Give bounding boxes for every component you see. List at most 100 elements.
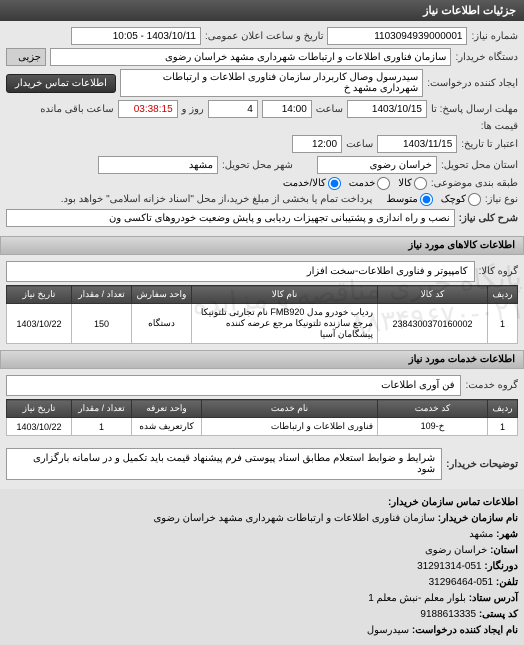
services-cell-date: 1403/10/22	[7, 418, 72, 436]
goods-cell-row: 1	[488, 304, 518, 344]
services-section-header: اطلاعات خدمات مورد نیاز	[0, 350, 524, 369]
contact-button[interactable]: اطلاعات تماس خریدار	[6, 74, 116, 93]
services-col-name: نام خدمت	[202, 400, 378, 418]
announce-date-label: تاریخ و ساعت اعلان عمومی:	[205, 31, 324, 42]
contact-org: سازمان فناوری اطلاعات و ارتباطات شهرداری…	[153, 513, 434, 524]
services-col-code: کد خدمت	[378, 400, 488, 418]
services-table: ردیف کد خدمت نام خدمت واحد تعرفه تعداد /…	[6, 399, 518, 436]
deadline-reply-label: مهلت ارسال پاسخ: تا	[431, 104, 518, 115]
partial-field: جزیی	[6, 48, 46, 66]
contact-phone: 051-31296464	[429, 577, 494, 588]
contact-section: اطلاعات تماس سازمان خریدار: نام سازمان خ…	[0, 489, 524, 645]
contact-section-title: اطلاعات تماس سازمان خریدار:	[6, 495, 518, 511]
size-medium-label: متوسط	[386, 194, 417, 205]
city-label: شهر محل تحویل:	[222, 160, 293, 171]
contact-phone-label: تلفن:	[496, 577, 518, 588]
goods-cell-qty: 150	[72, 304, 132, 344]
size-radio-group: کوچک متوسط	[386, 193, 480, 206]
size-medium-radio[interactable]: متوسط	[386, 193, 432, 206]
time-remain-label: ساعت باقی مانده	[40, 104, 113, 115]
cat-goods-label: کالا	[398, 178, 412, 189]
city-field: مشهد	[98, 156, 218, 174]
contact-postal: 9188613335	[420, 609, 476, 620]
contact-province-label: استان:	[490, 545, 518, 556]
goods-col-date: تاریخ نیاز	[7, 286, 72, 304]
services-cell-name: فناوری اطلاعات و ارتباطات	[202, 418, 378, 436]
cat-service-label: خدمت	[349, 178, 376, 189]
payment-note: پرداخت تمام یا بخشی از مبلغ خرید،از محل …	[61, 194, 373, 205]
category-radio-group: کالا خدمت کالا/خدمت	[283, 177, 427, 190]
time-label-2: ساعت	[346, 139, 373, 150]
request-no-label: شماره نیاز:	[471, 31, 518, 42]
contact-postal-label: کد پستی:	[479, 609, 518, 620]
desc-field: نصب و راه اندازی و پشتیبانی تجهیزات ردیا…	[6, 209, 455, 227]
cat-both-radio[interactable]: کالا/خدمت	[283, 177, 341, 190]
services-cell-code: خ-109	[378, 418, 488, 436]
time-label-1: ساعت	[316, 104, 343, 115]
province-label: استان محل تحویل:	[441, 160, 518, 171]
contact-creator-label: نام ایجاد کننده درخواست:	[412, 625, 518, 636]
goods-cell-name: ردیاب خودرو مدل FMB920 نام تجارتی تلتونی…	[192, 304, 378, 344]
contact-city: مشهد	[469, 529, 493, 540]
services-col-row: ردیف	[488, 400, 518, 418]
goods-cell-code: 2384300370160002	[378, 304, 488, 344]
category-label: طبقه بندی موضوعی:	[431, 178, 518, 189]
services-col-date: تاریخ نیاز	[7, 400, 72, 418]
price-validity-label: قیمت ها:	[481, 121, 518, 132]
contact-province: خراسان رضوی	[425, 545, 487, 556]
contact-fax: 051-31291314	[417, 561, 482, 572]
cat-service-radio[interactable]: خدمت	[349, 177, 391, 190]
desc-label: شرح کلی نیاز:	[459, 213, 518, 224]
goods-col-name: نام کالا	[192, 286, 378, 304]
credit-date-field: 1403/11/15	[377, 135, 457, 153]
days-remain-field: 4	[208, 100, 258, 118]
requester-field: سیدرسول وصال کاربردار سازمان فناوری اطلا…	[120, 69, 423, 97]
services-group-field: فن آوری اطلاعات	[6, 375, 461, 396]
deadline-time-field: 14:00	[262, 100, 312, 118]
services-cell-row: 1	[488, 418, 518, 436]
services-col-qty: تعداد / مقدار	[72, 400, 132, 418]
time-remain-field: 03:38:15	[118, 100, 178, 118]
goods-group-label: گروه کالا:	[479, 266, 518, 277]
goods-cell-unit: دستگاه	[132, 304, 192, 344]
request-no-field: 1103094939000001	[327, 27, 467, 45]
goods-section-header: اطلاعات کالاهای مورد نیاز	[0, 236, 524, 255]
contact-creator: سیدرسول	[367, 625, 409, 636]
services-group-label: گروه خدمت:	[465, 380, 518, 391]
cat-goods-radio[interactable]: کالا	[398, 177, 427, 190]
announce-date-field: 1403/10/11 - 10:05	[71, 27, 201, 45]
contact-city-label: شهر:	[496, 529, 518, 540]
goods-group-field: کامپیوتر و فناوری اطلاعات-سخت افزار	[6, 261, 475, 282]
contact-address-label: آدرس ستاد:	[469, 593, 518, 604]
services-col-unit: واحد تعرفه	[132, 400, 202, 418]
form-section: شماره نیاز: 1103094939000001 تاریخ و ساع…	[0, 21, 524, 236]
goods-col-qty: تعداد / مقدار	[72, 286, 132, 304]
services-cell-unit: کارتعریف شده	[132, 418, 202, 436]
goods-col-code: کد کالا	[378, 286, 488, 304]
table-row: 1 خ-109 فناوری اطلاعات و ارتباطات کارتعر…	[7, 418, 518, 436]
goods-cell-date: 1403/10/22	[7, 304, 72, 344]
goods-col-row: ردیف	[488, 286, 518, 304]
buyer-note-label: توضیحات خریدار:	[446, 459, 518, 470]
contact-org-label: نام سازمان خریدار:	[438, 513, 518, 524]
table-row: 1 2384300370160002 ردیاب خودرو مدل FMB92…	[7, 304, 518, 344]
contact-fax-label: دورنگار:	[484, 561, 518, 572]
credit-label: اعتبار تا تاریخ:	[461, 139, 518, 150]
services-cell-qty: 1	[72, 418, 132, 436]
deadline-date-field: 1403/10/15	[347, 100, 427, 118]
requester-label: ایجاد کننده درخواست:	[427, 78, 518, 89]
contact-address: بلوار معلم -نبش معلم 1	[368, 593, 466, 604]
credit-time-field: 12:00	[292, 135, 342, 153]
buyer-label: دستگاه خریدار:	[455, 52, 518, 63]
size-small-radio[interactable]: کوچک	[441, 193, 481, 206]
buyer-note-text: شرایط و ضوابط استعلام مطابق اسناد پیوستی…	[6, 448, 442, 480]
panel-header: جزئیات اطلاعات نیاز	[0, 0, 524, 21]
days-label: روز و	[182, 104, 204, 115]
province-field: خراسان رضوی	[317, 156, 437, 174]
size-small-label: کوچک	[441, 194, 466, 205]
size-label: نوع نیاز:	[485, 194, 518, 205]
goods-col-unit: واحد سفارش	[132, 286, 192, 304]
buyer-field: سازمان فناوری اطلاعات و ارتباطات شهرداری…	[50, 48, 451, 66]
cat-both-label: کالا/خدمت	[283, 178, 326, 189]
goods-table: ردیف کد کالا نام کالا واحد سفارش تعداد /…	[6, 285, 518, 344]
